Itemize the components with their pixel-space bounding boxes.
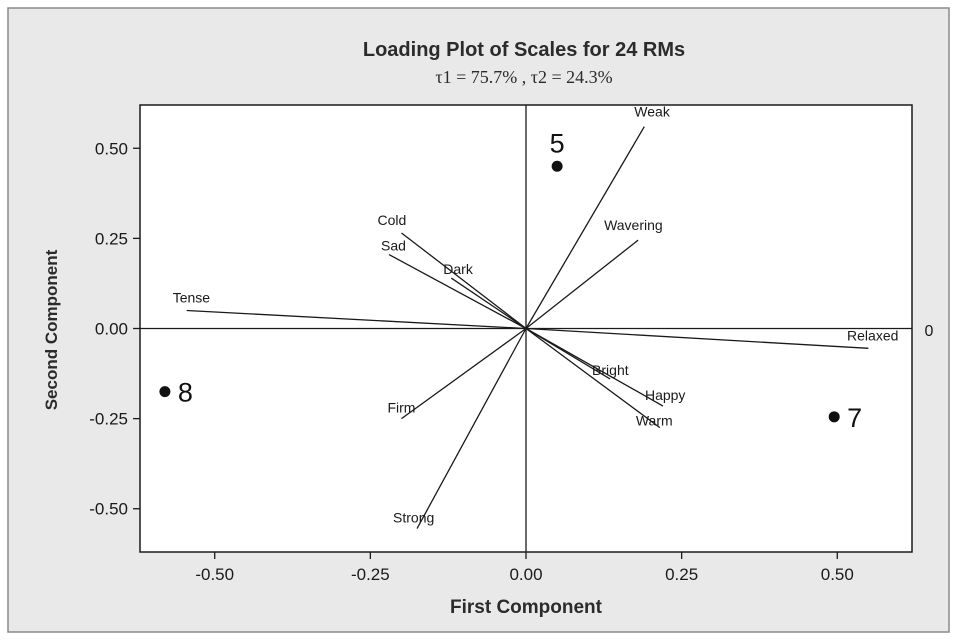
loading-vector-happy xyxy=(525,327,664,407)
loading-vector-relaxed xyxy=(525,327,869,349)
loading-label-warm: Warm xyxy=(636,413,673,429)
x-tick-label: 0.00 xyxy=(509,565,542,584)
loading-label-happy: Happy xyxy=(645,387,685,403)
y-tick-label: -0.50 xyxy=(89,500,128,519)
loading-vector-weak xyxy=(525,126,645,329)
y-tick-label: 0.25 xyxy=(95,229,128,248)
score-point-7 xyxy=(828,411,840,423)
loading-vector-tense xyxy=(186,309,527,330)
chart-title: Loading Plot of Scales for 24 RMs xyxy=(363,39,685,61)
loading-label-tense: Tense xyxy=(173,289,211,305)
score-point-label-5: 5 xyxy=(550,128,565,158)
y-tick-label: 0.00 xyxy=(95,320,128,339)
loading-label-weak: Weak xyxy=(634,104,671,120)
loading-label-bright: Bright xyxy=(592,362,629,378)
loading-label-dark: Dark xyxy=(443,261,474,277)
loading-vector-wavering xyxy=(525,239,639,330)
loading-label-relaxed: Relaxed xyxy=(847,327,898,343)
x-tick-label: -0.50 xyxy=(195,565,234,584)
chart-subtitle: τ1 = 75.7% , τ2 = 24.3% xyxy=(435,67,612,87)
loading-vector-cold xyxy=(401,232,527,330)
loading-label-firm: Firm xyxy=(387,400,415,416)
score-point-8 xyxy=(159,386,171,398)
y-axis-label: Second Component xyxy=(42,249,61,410)
score-point-label-8: 8 xyxy=(178,378,193,408)
zero-annotation: 0 xyxy=(925,323,934,340)
loading-vector-sad xyxy=(388,254,527,330)
score-point-label-7: 7 xyxy=(847,403,862,433)
y-tick-label: -0.25 xyxy=(89,410,128,429)
x-axis-label: First Component xyxy=(450,597,603,618)
score-point-5 xyxy=(551,160,563,172)
x-tick-label: -0.25 xyxy=(351,565,390,584)
loading-vector-firm xyxy=(401,327,527,420)
loading-label-wavering: Wavering xyxy=(604,217,663,233)
loading-vector-strong xyxy=(416,328,527,529)
x-tick-label: 0.50 xyxy=(821,565,854,584)
loading-vector-dark xyxy=(450,277,527,330)
x-tick-label: 0.25 xyxy=(665,565,698,584)
y-tick-label: 0.50 xyxy=(95,139,128,158)
loading-vector-warm xyxy=(525,327,661,429)
loading-label-cold: Cold xyxy=(377,212,406,228)
loading-label-sad: Sad xyxy=(381,238,406,254)
loading-label-strong: Strong xyxy=(393,510,434,526)
